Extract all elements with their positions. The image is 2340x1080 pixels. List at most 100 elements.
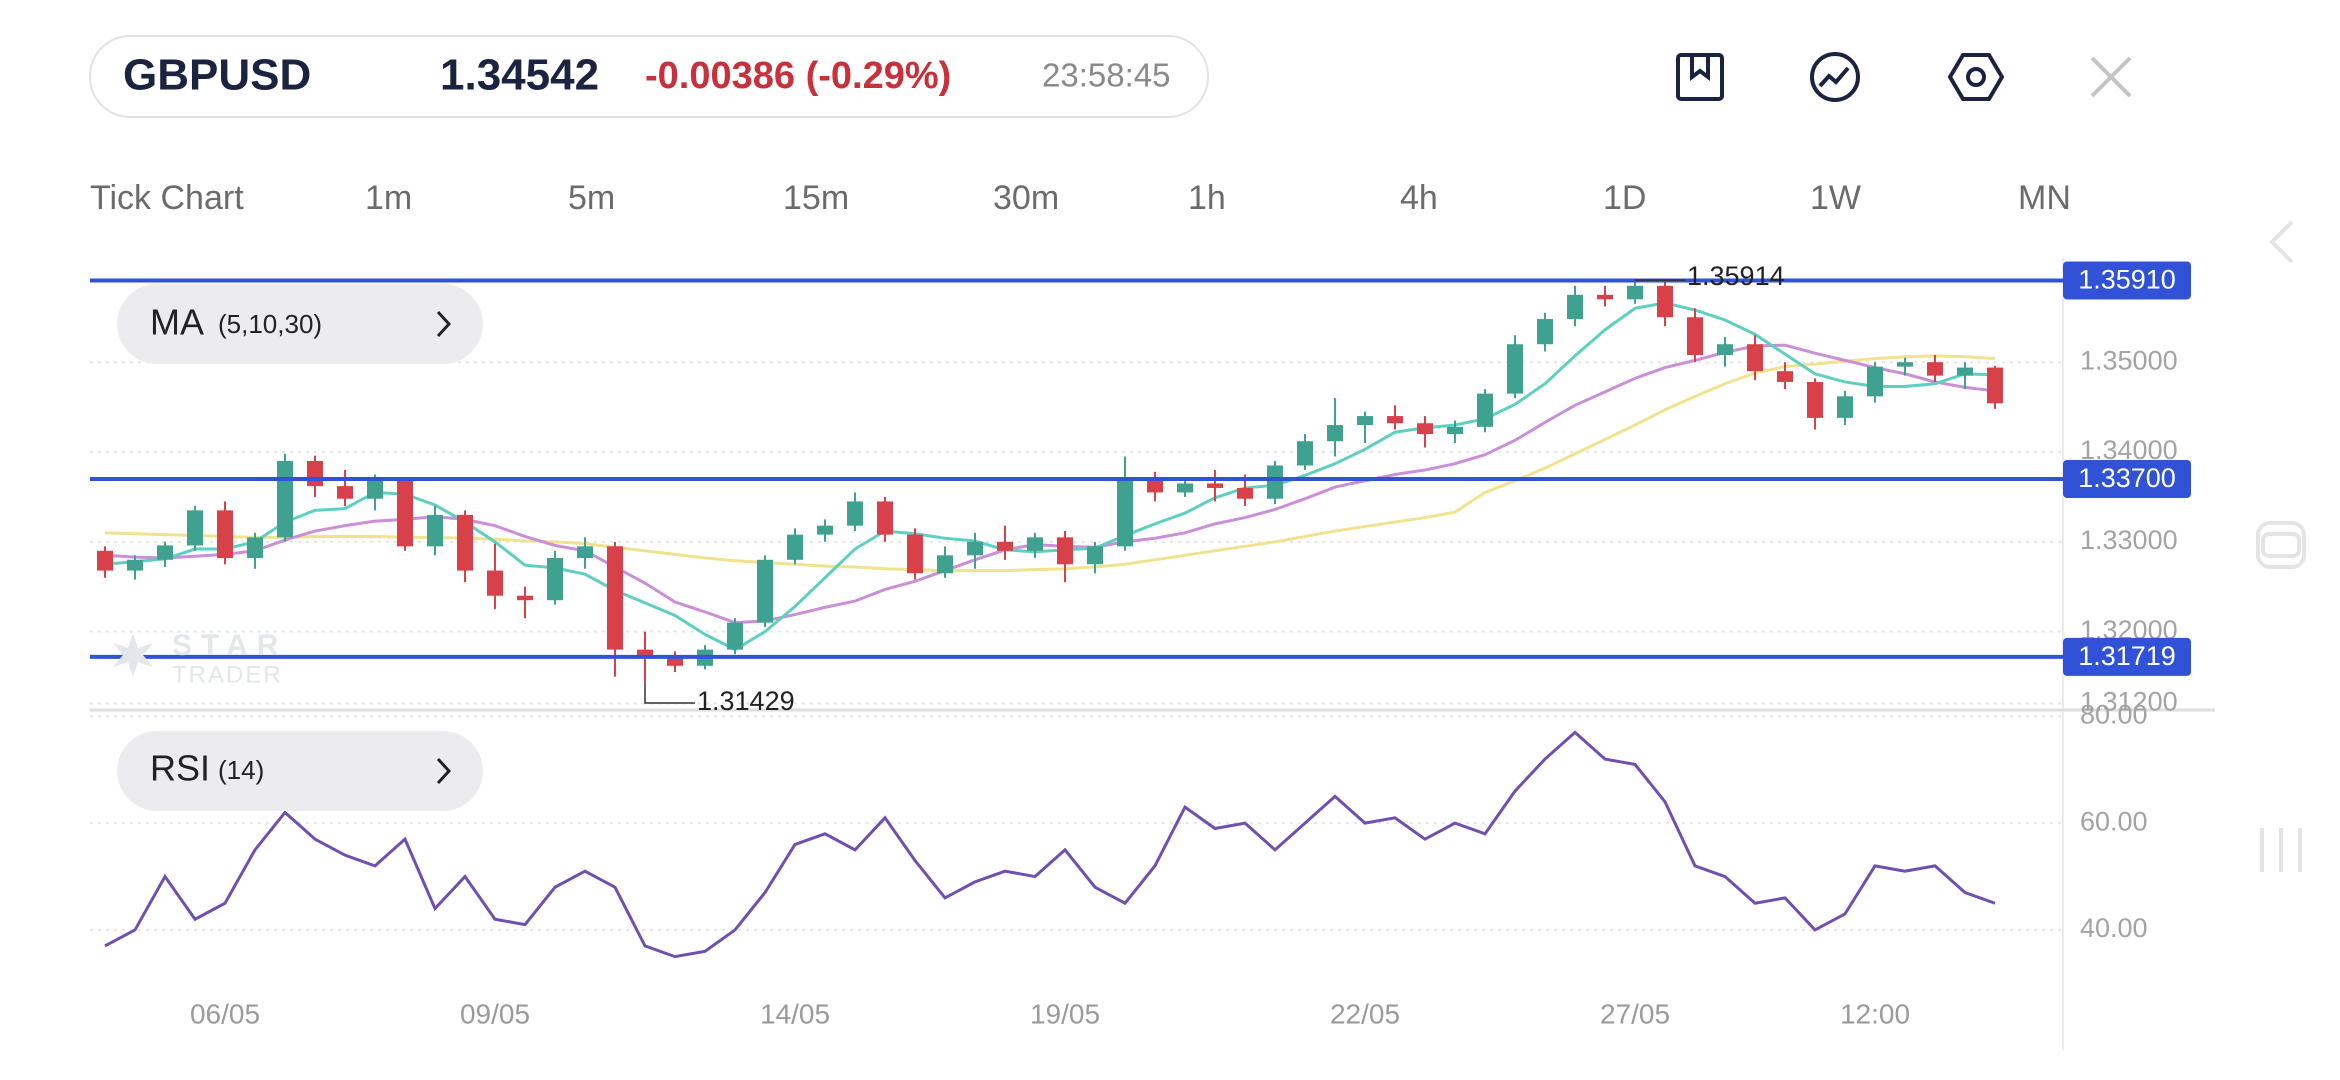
candle-body	[307, 460, 323, 487]
candle-body	[397, 480, 413, 547]
candle-body	[1267, 465, 1283, 499]
candle-body	[757, 559, 773, 623]
settings-icon[interactable]	[1947, 53, 2005, 101]
rsi-pill[interactable]: RSI (14)	[117, 731, 483, 811]
candle-body	[337, 486, 353, 499]
candle-body	[547, 558, 563, 601]
candle-body	[1057, 537, 1073, 565]
candle-body	[457, 514, 473, 571]
candle-body	[577, 546, 593, 558]
candle-body	[787, 534, 803, 560]
window-icon[interactable]	[2256, 521, 2306, 569]
candle-body	[997, 541, 1013, 551]
ma-pill[interactable]: MA (5,10,30)	[117, 284, 483, 364]
candle-body	[1657, 285, 1673, 318]
candle-body	[1027, 537, 1043, 551]
timeframe-tab[interactable]: 5m	[568, 179, 615, 217]
candle-body	[427, 514, 443, 547]
clock: 23:58:45	[1042, 57, 1170, 94]
y-tick-label: 1.31200	[2080, 687, 2178, 717]
candle-body	[1477, 393, 1493, 427]
timeframe-tab[interactable]: 1W	[1810, 179, 1861, 217]
low-marker-label: 1.31429	[697, 686, 795, 716]
timeframe-tab[interactable]: MN	[2018, 179, 2071, 217]
candle-body	[1867, 366, 1883, 397]
y-tick-label: 40.00	[2080, 913, 2148, 943]
candle-body	[1417, 423, 1433, 435]
x-tick-label: 09/05	[460, 998, 530, 1029]
candle-body	[877, 501, 893, 535]
indicator-icon[interactable]	[1810, 52, 1860, 102]
price-level-label: 1.35910	[2078, 265, 2176, 295]
x-tick-label: 22/05	[1330, 998, 1400, 1029]
candle-body	[1927, 362, 1943, 376]
candle-body	[1597, 294, 1613, 300]
candle-body	[727, 622, 743, 650]
candle-body	[1207, 483, 1223, 488]
indicator-name: MA	[150, 302, 204, 343]
candle-body	[1237, 487, 1253, 499]
timeframe-tab[interactable]: 4h	[1400, 179, 1438, 217]
candle-body	[1177, 483, 1193, 493]
candle-body	[127, 559, 143, 571]
candle-body	[1687, 317, 1703, 356]
timeframe-tab[interactable]: 1D	[1603, 179, 1646, 217]
candle-body	[187, 510, 203, 546]
y-tick-label: 1.33000	[2080, 525, 2178, 555]
candle-body	[277, 460, 293, 538]
price-change: -0.00386 (-0.29%)	[645, 55, 951, 97]
candle-body	[1627, 285, 1643, 300]
timeframe-tab[interactable]: Tick Chart	[90, 179, 244, 217]
candle-body	[1567, 294, 1583, 320]
timeframe-tab[interactable]: 30m	[993, 179, 1059, 217]
timeframe-tab[interactable]: 1h	[1188, 179, 1226, 217]
candle-body	[667, 658, 683, 666]
price-level-tag	[2063, 637, 2191, 676]
x-tick-label: 19/05	[1030, 998, 1100, 1029]
watermark-text: TRADER	[172, 661, 283, 688]
indicator-params: (5,10,30)	[218, 309, 322, 339]
indicator-params: (14)	[218, 755, 264, 785]
candle-body	[907, 534, 923, 574]
side-tools	[2256, 220, 2306, 872]
bookmark-icon[interactable]	[1676, 53, 1724, 101]
candle-body	[1387, 416, 1403, 424]
timeframe-tab[interactable]: 1m	[365, 179, 412, 217]
layout-icon[interactable]	[2260, 828, 2302, 872]
candle-body	[1747, 344, 1763, 372]
chevron	[436, 757, 452, 785]
x-tick-label: 27/05	[1600, 998, 1670, 1029]
candle-body	[247, 537, 263, 558]
candle-body	[1297, 441, 1313, 466]
chevron	[436, 310, 452, 338]
rsi-line	[104, 730, 1996, 959]
quote-pill	[89, 35, 1209, 118]
candle-body	[1777, 371, 1793, 382]
y-tick-label: 1.35000	[2080, 345, 2178, 375]
ma-pill-bg	[117, 284, 483, 364]
watermark: STAR TRADER	[113, 629, 283, 688]
candle-body	[1117, 478, 1133, 547]
timeframe-tab[interactable]: 15m	[783, 179, 849, 217]
collapse-icon[interactable]	[2269, 220, 2294, 264]
candle-body	[157, 545, 173, 560]
candle-body	[1837, 396, 1853, 418]
x-tick-label: 14/05	[760, 998, 830, 1029]
candle-body	[637, 649, 653, 659]
indicator-name: RSI	[150, 748, 210, 789]
y-tick-label: 60.00	[2080, 806, 2148, 836]
moving-average-line	[104, 343, 1996, 625]
candle-body	[1327, 425, 1343, 442]
price: 1.34542	[440, 51, 599, 100]
high-marker-label: 1.35914	[1687, 261, 1785, 291]
candle-body	[1717, 344, 1733, 356]
candle-body	[847, 501, 863, 526]
symbol[interactable]: GBPUSD	[123, 51, 311, 100]
rsi-pill-bg	[117, 731, 483, 811]
candle-body	[1447, 426, 1463, 435]
toolbar	[1676, 52, 2132, 102]
candle-body	[487, 570, 503, 596]
price-level-tag	[2063, 261, 2191, 300]
close-icon[interactable]	[2090, 56, 2132, 98]
candle-body	[817, 525, 833, 535]
